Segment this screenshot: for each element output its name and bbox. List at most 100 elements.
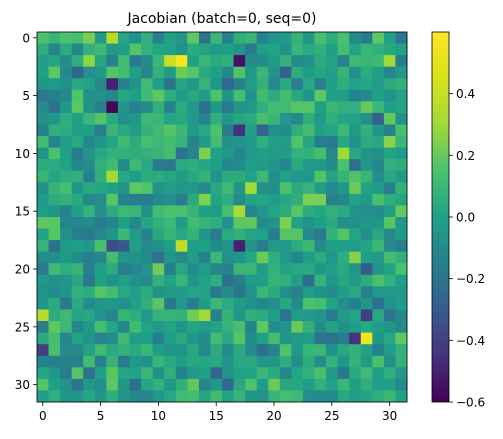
heatmap-cell xyxy=(129,332,142,345)
heatmap-cell xyxy=(291,193,304,206)
heatmap-cell xyxy=(60,124,73,137)
heatmap-cell xyxy=(222,43,234,56)
heatmap-cell xyxy=(117,321,130,334)
heatmap-cell xyxy=(175,251,188,264)
heatmap-cell xyxy=(279,147,292,160)
heatmap-cell xyxy=(268,193,281,206)
heatmap-cell xyxy=(222,367,234,380)
heatmap-cell xyxy=(245,101,258,114)
heatmap-cell xyxy=(314,263,327,276)
heatmap-cell xyxy=(187,355,200,368)
heatmap-cell xyxy=(198,228,211,241)
heatmap-cell xyxy=(141,309,154,322)
heatmap-cell xyxy=(129,78,142,91)
heatmap-cell xyxy=(37,124,49,137)
heatmap-cell xyxy=(314,170,327,183)
heatmap-cell xyxy=(256,274,269,287)
y-tick-label: 20 xyxy=(15,263,30,277)
heatmap-cell xyxy=(349,136,362,149)
heatmap-cell xyxy=(175,217,188,229)
heatmap-cell xyxy=(198,274,211,287)
heatmap-cell xyxy=(222,182,234,195)
heatmap-cell xyxy=(326,367,339,380)
heatmap-cell xyxy=(337,205,350,218)
heatmap-cell xyxy=(256,32,269,44)
heatmap-cell xyxy=(256,263,269,276)
heatmap-cell xyxy=(326,89,339,102)
heatmap-cell xyxy=(48,124,61,137)
heatmap-cell xyxy=(233,286,246,299)
heatmap-cell xyxy=(233,344,246,357)
heatmap-cell xyxy=(198,89,211,102)
heatmap-cell xyxy=(164,390,177,403)
heatmap-cell xyxy=(383,193,396,206)
heatmap-cell xyxy=(268,263,281,276)
heatmap-cell xyxy=(291,159,304,172)
heatmap-cell xyxy=(279,101,292,114)
heatmap-cell xyxy=(175,101,188,114)
heatmap-cell xyxy=(175,170,188,183)
heatmap-cell xyxy=(175,55,188,68)
heatmap-cell xyxy=(256,101,269,114)
heatmap-cell xyxy=(71,228,84,241)
heatmap-cell xyxy=(222,332,234,345)
heatmap-cell xyxy=(233,78,246,91)
heatmap-cell xyxy=(94,78,107,91)
heatmap-cell xyxy=(187,332,200,345)
heatmap-cell xyxy=(198,170,211,183)
heatmap-cell xyxy=(198,217,211,229)
heatmap-cell xyxy=(198,182,211,195)
heatmap-cell xyxy=(326,170,339,183)
heatmap-cell xyxy=(279,332,292,345)
heatmap-cell xyxy=(337,251,350,264)
heatmap-cell xyxy=(210,32,223,44)
heatmap-cell xyxy=(245,344,258,357)
heatmap-cell xyxy=(198,32,211,44)
heatmap-cell xyxy=(360,355,373,368)
heatmap-cell xyxy=(337,321,350,334)
heatmap-cell xyxy=(360,147,373,160)
heatmap-cell xyxy=(245,309,258,322)
heatmap-cell xyxy=(222,136,234,149)
heatmap-cell xyxy=(175,124,188,137)
heatmap-cell xyxy=(164,367,177,380)
heatmap-cell xyxy=(245,228,258,241)
heatmap-cell xyxy=(314,32,327,44)
heatmap-cell xyxy=(94,263,107,276)
heatmap-cell xyxy=(48,205,61,218)
heatmap-cell xyxy=(83,321,96,334)
heatmap-cell xyxy=(268,286,281,299)
heatmap-cell xyxy=(210,217,223,229)
heatmap-cell xyxy=(233,321,246,334)
heatmap-cell xyxy=(71,193,84,206)
heatmap-cell xyxy=(164,240,177,253)
heatmap-cell xyxy=(94,159,107,172)
heatmap-cell xyxy=(245,390,258,403)
heatmap-cell xyxy=(233,228,246,241)
heatmap-cell xyxy=(48,228,61,241)
heatmap-cell xyxy=(198,101,211,114)
heatmap-cell xyxy=(129,182,142,195)
heatmap-cell xyxy=(71,344,84,357)
heatmap-cell xyxy=(314,217,327,229)
heatmap-cell xyxy=(175,274,188,287)
heatmap-cell xyxy=(302,78,315,91)
heatmap-cell xyxy=(326,182,339,195)
heatmap-cell xyxy=(268,297,281,310)
heatmap-cell xyxy=(71,78,84,91)
heatmap-cell xyxy=(279,55,292,68)
heatmap-cell xyxy=(60,240,73,253)
heatmap-cell xyxy=(37,240,49,253)
heatmap-cell xyxy=(187,274,200,287)
heatmap-cell xyxy=(326,297,339,310)
heatmap-cell xyxy=(106,205,119,218)
x-tick-label: 5 xyxy=(97,409,105,423)
heatmap-cell xyxy=(210,321,223,334)
heatmap-cell xyxy=(349,101,362,114)
heatmap-cell xyxy=(187,367,200,380)
heatmap-cell xyxy=(48,217,61,229)
heatmap-cell xyxy=(164,66,177,79)
heatmap-cell xyxy=(222,355,234,368)
heatmap-cell xyxy=(383,78,396,91)
